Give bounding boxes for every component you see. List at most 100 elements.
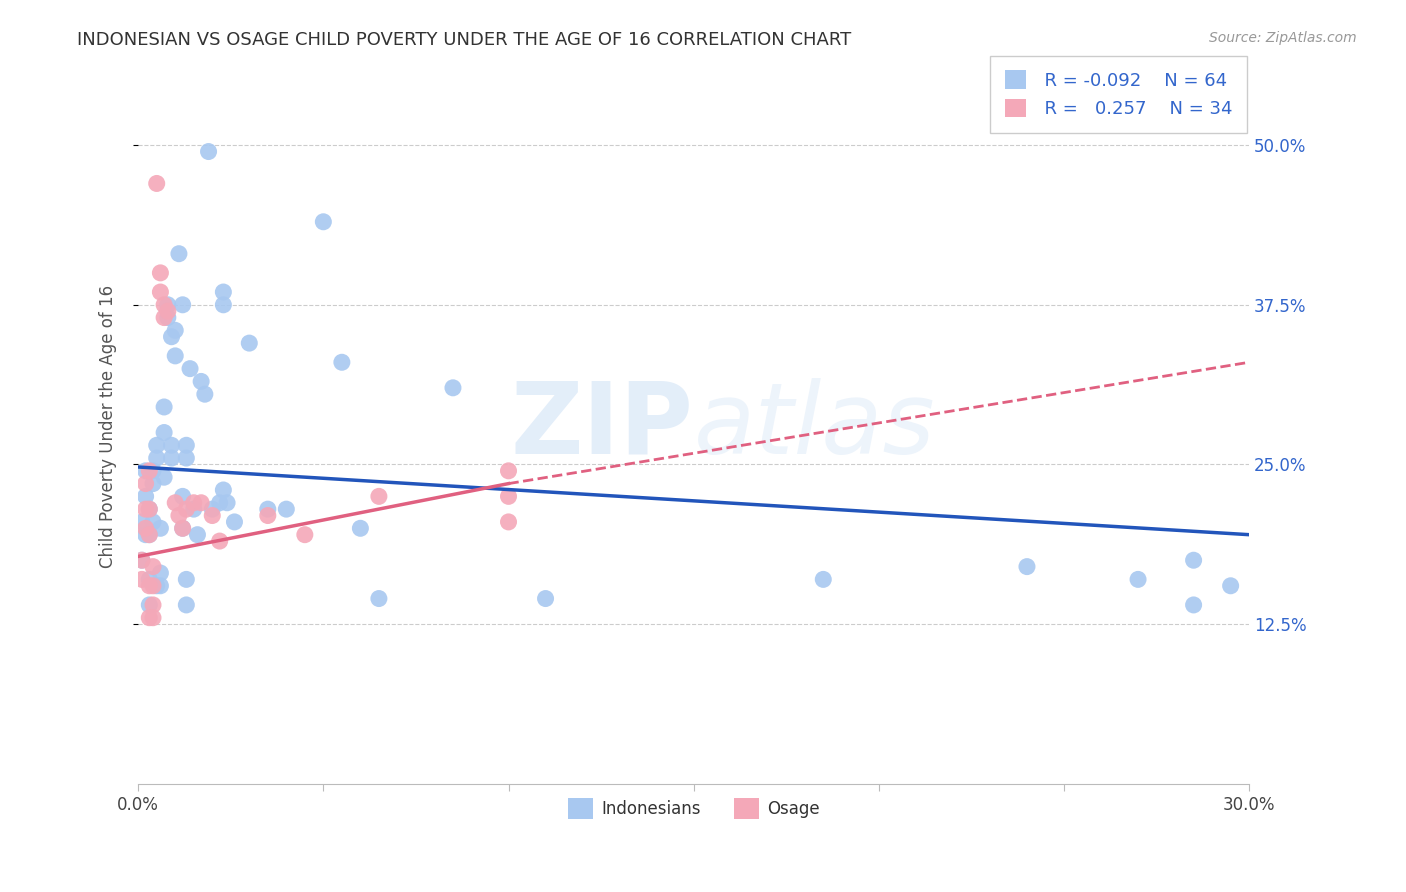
Point	[256, 502, 278, 516]
Point	[367, 591, 389, 606]
Point	[1126, 573, 1149, 587]
Point	[212, 298, 235, 312]
Point	[167, 508, 190, 523]
Point	[1182, 598, 1205, 612]
Point	[138, 598, 160, 612]
Point	[312, 215, 335, 229]
Text: Source: ZipAtlas.com: Source: ZipAtlas.com	[1209, 31, 1357, 45]
Point	[142, 464, 165, 478]
Point	[138, 527, 160, 541]
Point	[142, 579, 165, 593]
Point	[156, 298, 179, 312]
Point	[156, 310, 179, 325]
Point	[131, 515, 153, 529]
Point	[367, 489, 389, 503]
Point	[142, 610, 165, 624]
Point	[294, 527, 316, 541]
Point	[172, 521, 194, 535]
Legend: Indonesians, Osage: Indonesians, Osage	[561, 792, 827, 825]
Point	[135, 527, 157, 541]
Point	[183, 502, 205, 516]
Point	[153, 470, 176, 484]
Point	[238, 336, 260, 351]
Point	[165, 323, 187, 337]
Point	[135, 476, 157, 491]
Point	[131, 553, 153, 567]
Point	[176, 451, 198, 466]
Point	[201, 502, 224, 516]
Point	[208, 496, 231, 510]
Point	[498, 515, 520, 529]
Point	[183, 496, 205, 510]
Point	[149, 579, 172, 593]
Point	[165, 349, 187, 363]
Point	[160, 329, 183, 343]
Point	[534, 591, 557, 606]
Point	[349, 521, 371, 535]
Point	[256, 508, 278, 523]
Point	[498, 464, 520, 478]
Point	[160, 451, 183, 466]
Point	[135, 502, 157, 516]
Text: atlas: atlas	[693, 377, 935, 475]
Point	[498, 489, 520, 503]
Point	[201, 508, 224, 523]
Point	[149, 566, 172, 580]
Point	[153, 298, 176, 312]
Point	[179, 361, 201, 376]
Point	[441, 381, 464, 395]
Point	[142, 559, 165, 574]
Point	[149, 521, 172, 535]
Point	[172, 489, 194, 503]
Point	[165, 496, 187, 510]
Point	[176, 573, 198, 587]
Point	[197, 145, 219, 159]
Point	[167, 246, 190, 260]
Point	[330, 355, 353, 369]
Point	[142, 476, 165, 491]
Point	[176, 502, 198, 516]
Text: ZIP: ZIP	[510, 377, 693, 475]
Point	[138, 502, 160, 516]
Point	[142, 515, 165, 529]
Point	[138, 579, 160, 593]
Point	[153, 425, 176, 440]
Point	[135, 489, 157, 503]
Point	[131, 553, 153, 567]
Point	[153, 400, 176, 414]
Point	[138, 464, 160, 478]
Point	[208, 534, 231, 549]
Point	[135, 464, 157, 478]
Point	[131, 573, 153, 587]
Point	[145, 451, 167, 466]
Point	[138, 573, 160, 587]
Point	[145, 438, 167, 452]
Point	[190, 496, 212, 510]
Point	[212, 483, 235, 497]
Point	[135, 521, 157, 535]
Point	[1219, 579, 1241, 593]
Point	[156, 304, 179, 318]
Point	[217, 496, 239, 510]
Point	[176, 598, 198, 612]
Point	[176, 438, 198, 452]
Text: INDONESIAN VS OSAGE CHILD POVERTY UNDER THE AGE OF 16 CORRELATION CHART: INDONESIAN VS OSAGE CHILD POVERTY UNDER …	[77, 31, 852, 49]
Point	[212, 285, 235, 299]
Point	[145, 579, 167, 593]
Point	[153, 310, 176, 325]
Y-axis label: Child Poverty Under the Age of 16: Child Poverty Under the Age of 16	[100, 285, 117, 567]
Point	[194, 387, 217, 401]
Point	[138, 527, 160, 541]
Point	[190, 375, 212, 389]
Point	[145, 177, 167, 191]
Point	[813, 573, 835, 587]
Point	[138, 502, 160, 516]
Point	[138, 610, 160, 624]
Point	[172, 298, 194, 312]
Point	[1182, 553, 1205, 567]
Point	[149, 285, 172, 299]
Point	[276, 502, 298, 516]
Point	[142, 598, 165, 612]
Point	[160, 438, 183, 452]
Point	[149, 266, 172, 280]
